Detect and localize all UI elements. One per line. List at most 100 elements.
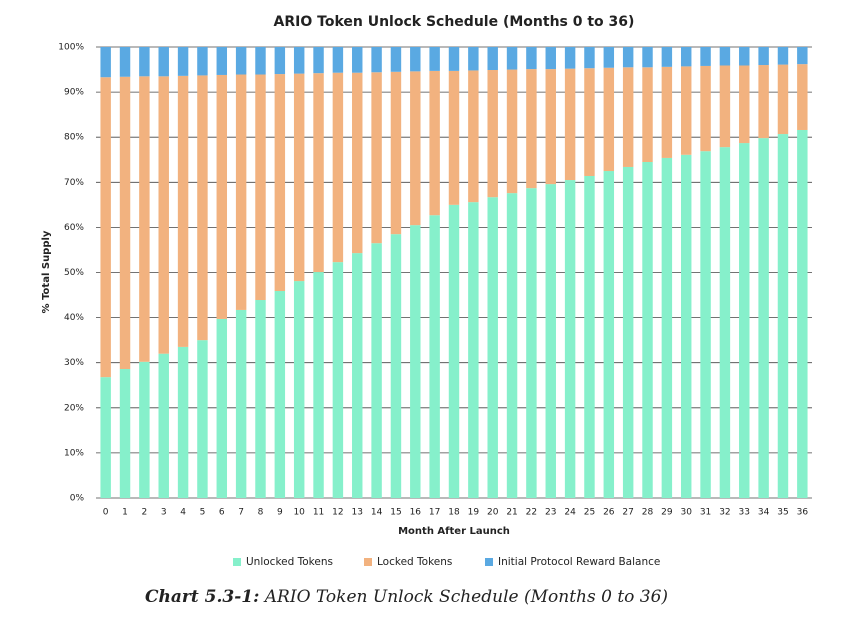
bar-segment (390, 234, 402, 499)
bar-segment (797, 47, 808, 65)
bar-segment (545, 184, 556, 498)
bar-segment (410, 47, 421, 72)
bar-segment (119, 369, 131, 498)
bar-segment (216, 318, 228, 498)
bar-segment (661, 157, 673, 499)
x-tick-label: 12 (332, 508, 343, 518)
bar-segment (177, 346, 189, 498)
bar-segment (352, 47, 363, 73)
bar-segment (448, 204, 460, 498)
bar-segment (487, 70, 498, 198)
bar-segment (255, 47, 266, 75)
legend-swatch (233, 558, 241, 566)
bar-segment (661, 66, 673, 158)
x-tick-label: 15 (390, 508, 401, 518)
x-tick-label: 20 (487, 508, 499, 518)
bar-segment (429, 70, 440, 216)
bar-segment (777, 47, 789, 65)
x-tick-label: 27 (622, 508, 633, 518)
bar-segment (448, 70, 460, 205)
bar-segment (255, 74, 266, 301)
caption: Chart 5.3-1: ARIO Token Unlock Schedule … (145, 587, 668, 607)
x-tick-label: 0 (103, 508, 109, 518)
bar-segment (332, 262, 344, 498)
bar-segment (622, 67, 634, 167)
bar-segment (332, 72, 344, 263)
y-tick-label: 30% (64, 358, 84, 368)
x-tick-label: 33 (739, 508, 750, 518)
bar-segment (429, 215, 440, 498)
bar-segment (255, 300, 266, 498)
bar-segment (758, 47, 769, 66)
bar-segment (371, 47, 382, 73)
y-tick-label: 90% (64, 88, 84, 98)
bar-segment (603, 47, 615, 68)
bar-segment (739, 47, 750, 66)
x-tick-label: 4 (180, 508, 186, 518)
bar-segment (100, 47, 111, 78)
bar-segment (352, 72, 363, 254)
bar-segment (119, 76, 131, 370)
bar-segment (700, 65, 711, 152)
bar-segment (777, 134, 789, 498)
x-tick-label: 10 (293, 508, 305, 518)
bar-segment (139, 361, 150, 498)
bar-segment (584, 68, 595, 176)
bar-segment (100, 77, 111, 378)
bar-segment (274, 74, 286, 291)
x-tick-label: 3 (161, 508, 167, 518)
bar-segment (526, 47, 537, 70)
bar-segment (390, 47, 402, 72)
bar-segment (719, 147, 731, 498)
bar-segment (293, 47, 305, 74)
bar-segment (119, 47, 131, 77)
x-tick-label: 21 (506, 508, 517, 518)
bar-segment (139, 76, 150, 362)
x-tick-label: 17 (429, 508, 440, 518)
bar-segment (197, 47, 208, 76)
x-tick-label: 35 (777, 508, 788, 518)
legend-swatch (364, 558, 372, 566)
bar-segment (700, 151, 711, 498)
bar-segment (739, 65, 750, 144)
bar-segment (661, 47, 673, 67)
bar-segment (506, 47, 518, 70)
bar-segment (603, 67, 615, 172)
bar-segment (622, 166, 634, 498)
bar-segment (642, 67, 653, 163)
bar-segment (313, 272, 324, 498)
chart-title: ARIO Token Unlock Schedule (Months 0 to … (274, 14, 635, 30)
x-tick-label: 18 (448, 508, 460, 518)
x-tick-label: 9 (277, 508, 283, 518)
bar-segment (274, 290, 286, 498)
bar-segment (564, 180, 576, 499)
x-tick-label: 24 (564, 508, 576, 518)
x-tick-label: 34 (758, 508, 770, 518)
bar-segment (216, 74, 228, 319)
bar-segment (235, 309, 247, 498)
y-tick-label: 0% (70, 494, 85, 504)
legend-label: Initial Protocol Reward Balance (498, 556, 660, 568)
bar-segment (758, 65, 769, 139)
x-tick-label: 19 (468, 508, 480, 518)
x-tick-label: 5 (200, 508, 206, 518)
x-tick-label: 2 (142, 508, 148, 518)
bar-segment (777, 64, 789, 135)
bar-segment (216, 47, 228, 75)
bar-segment (235, 47, 247, 75)
y-tick-label: 50% (64, 268, 84, 278)
bar-segment (680, 154, 692, 498)
bar-segment (139, 47, 150, 77)
bar-segment (545, 47, 556, 70)
bar-segment (429, 47, 440, 71)
x-tick-label: 36 (797, 508, 809, 518)
x-tick-label: 14 (371, 508, 383, 518)
x-tick-label: 8 (258, 508, 264, 518)
x-tick-label: 26 (603, 508, 615, 518)
x-tick-label: 23 (545, 508, 556, 518)
bar-segment (526, 188, 537, 498)
caption-label: Chart 5.3-1: (145, 587, 259, 607)
x-tick-label: 22 (526, 508, 537, 518)
bar-segment (410, 225, 421, 498)
bar-segment (700, 47, 711, 66)
